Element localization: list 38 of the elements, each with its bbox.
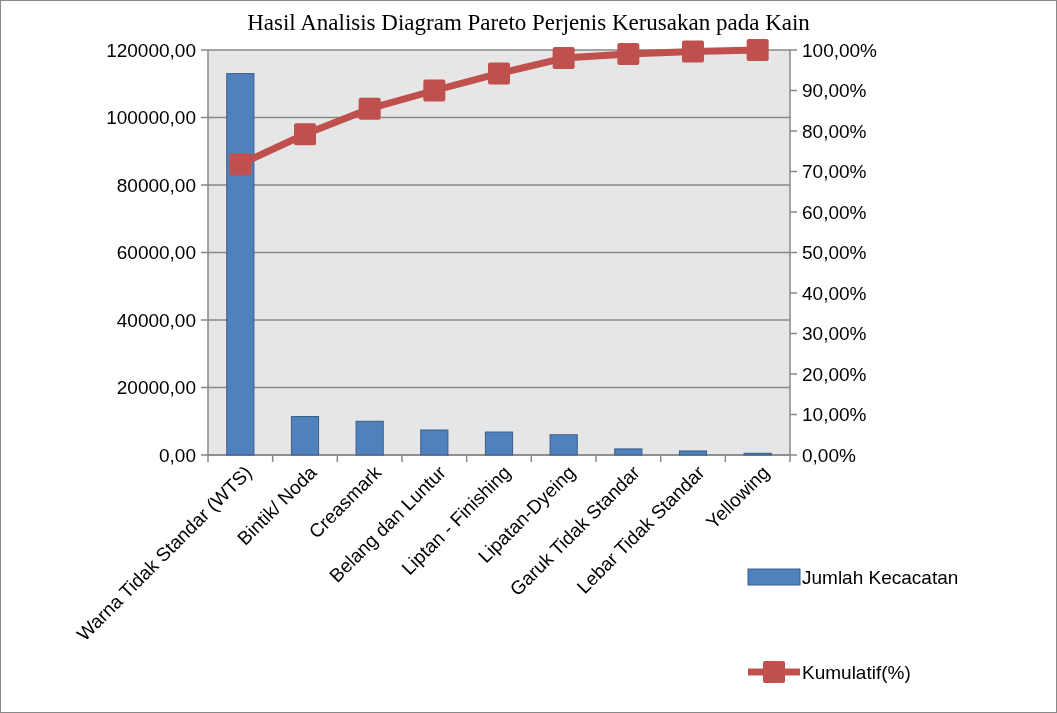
- y-tick-label: 20000,00: [116, 377, 196, 399]
- bar: [290, 416, 320, 456]
- bar: [355, 420, 384, 456]
- point: [746, 39, 769, 61]
- bar: [484, 431, 514, 456]
- y2-tick-label: 30,00%: [802, 323, 867, 345]
- y2-tick-label: 90,00%: [802, 80, 867, 102]
- point: [552, 47, 575, 70]
- y2-tick-label: 70,00%: [802, 161, 867, 183]
- point: [358, 97, 381, 120]
- point: [617, 43, 640, 66]
- y2-tick-label: 40,00%: [802, 282, 867, 304]
- y2-tick-label: 0,00%: [802, 444, 856, 466]
- y2-tick-label: 80,00%: [802, 120, 867, 142]
- y-tick-label: 80000,00: [116, 174, 196, 196]
- y-tick-label: 40000,00: [116, 309, 196, 331]
- y-tick-label: 120000,00: [106, 39, 196, 61]
- legend-label: Kumulatif(%): [802, 661, 911, 683]
- legend-label: Jumlah Kecacatan: [802, 566, 959, 588]
- point: [229, 153, 252, 176]
- y2-tick-label: 50,00%: [802, 242, 867, 264]
- y-tick-label: 100000,00: [106, 107, 196, 129]
- point: [488, 62, 510, 85]
- bar: [614, 448, 643, 456]
- bar: [549, 434, 578, 456]
- bar: [420, 429, 449, 456]
- point: [682, 40, 704, 63]
- y2-tick-label: 20,00%: [802, 363, 867, 385]
- chart-title: Hasil Analisis Diagram Pareto Perjenis Kerusakan pada Kain: [247, 10, 811, 35]
- point: [423, 79, 446, 102]
- bar: [226, 73, 255, 456]
- bar: [678, 450, 708, 456]
- y-tick-label: 60000,00: [116, 242, 196, 264]
- y-tick-label: 0,00: [159, 444, 196, 466]
- y2-tick-label: 100,00%: [802, 39, 878, 61]
- y2-tick-label: 10,00%: [802, 404, 867, 426]
- point: [294, 123, 316, 146]
- y2-tick-label: 60,00%: [802, 201, 867, 223]
